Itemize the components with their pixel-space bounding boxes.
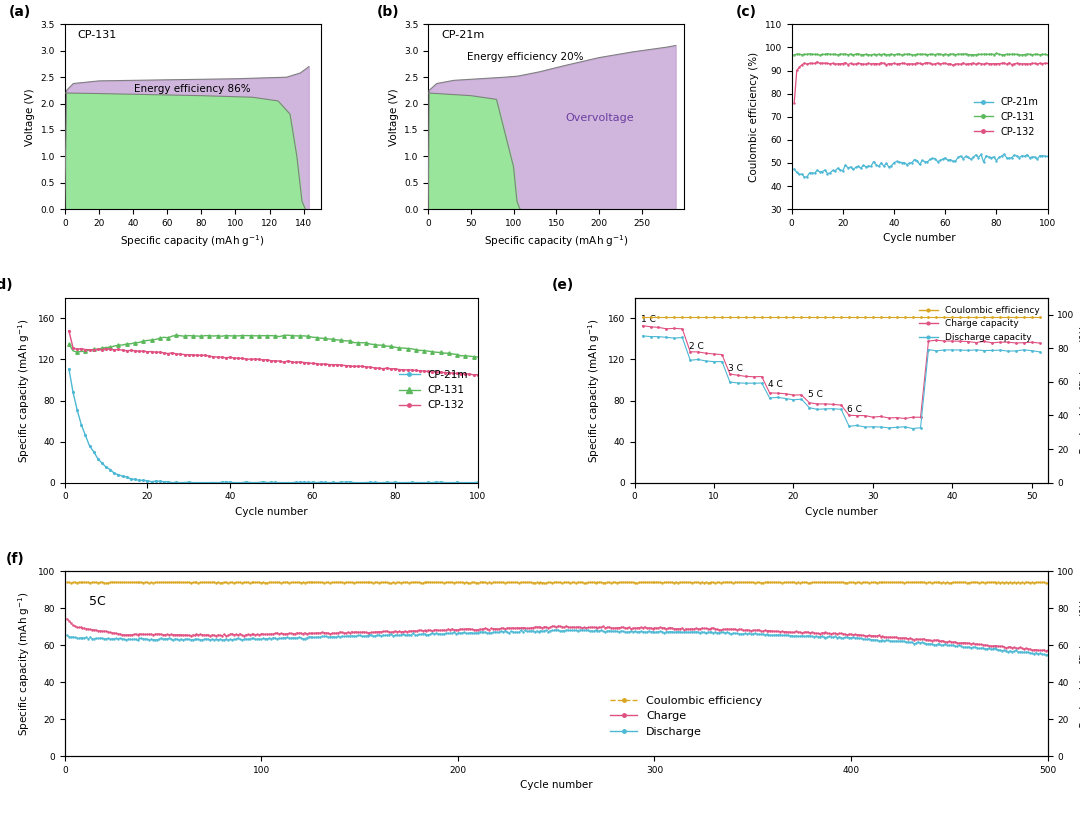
Legend: CP-21m, CP-131, CP-132: CP-21m, CP-131, CP-132 xyxy=(394,366,473,415)
Text: Overvoltage: Overvoltage xyxy=(566,113,634,123)
Text: (b): (b) xyxy=(377,5,400,19)
Text: 5 C: 5 C xyxy=(808,390,823,399)
Y-axis label: Specific capacity (mAh g$^{-1}$): Specific capacity (mAh g$^{-1}$) xyxy=(16,591,32,736)
X-axis label: Cycle number: Cycle number xyxy=(805,506,877,517)
Y-axis label: Coulombic efficiency (%): Coulombic efficiency (%) xyxy=(750,52,759,182)
X-axis label: Cycle number: Cycle number xyxy=(519,780,593,790)
Text: (a): (a) xyxy=(9,5,30,19)
Text: 3 C: 3 C xyxy=(728,363,743,373)
Text: 1 C: 1 C xyxy=(642,315,656,324)
Legend: Coulombic efficiency, Charge, Discharge: Coulombic efficiency, Charge, Discharge xyxy=(605,691,767,741)
Text: 4 C: 4 C xyxy=(768,380,783,389)
Text: Energy efficiency 20%: Energy efficiency 20% xyxy=(468,52,583,62)
X-axis label: Specific capacity (mAh g$^{-1}$): Specific capacity (mAh g$^{-1}$) xyxy=(120,233,265,250)
Text: Energy efficiency 86%: Energy efficiency 86% xyxy=(134,84,251,93)
Text: CP-21m: CP-21m xyxy=(441,30,484,40)
Text: (e): (e) xyxy=(552,278,575,293)
Text: 2 C: 2 C xyxy=(689,342,703,351)
Legend: Coulombic efficiency, Charge capacity, Discharge capacity: Coulombic efficiency, Charge capacity, D… xyxy=(916,302,1043,346)
X-axis label: Specific capacity (mAh g$^{-1}$): Specific capacity (mAh g$^{-1}$) xyxy=(484,233,629,250)
Y-axis label: Voltage (V): Voltage (V) xyxy=(25,88,36,146)
Text: 5C: 5C xyxy=(90,594,106,607)
Text: (c): (c) xyxy=(735,5,756,19)
X-axis label: Cycle number: Cycle number xyxy=(235,506,308,517)
Text: CP-131: CP-131 xyxy=(78,30,117,40)
Y-axis label: Specific capacity (mAh g$^{-1}$): Specific capacity (mAh g$^{-1}$) xyxy=(586,318,603,463)
Text: (d): (d) xyxy=(0,278,13,293)
X-axis label: Cycle number: Cycle number xyxy=(883,233,956,243)
Y-axis label: Specific capacity (mAh g$^{-1}$): Specific capacity (mAh g$^{-1}$) xyxy=(16,318,32,463)
Text: (f): (f) xyxy=(5,552,25,566)
Text: 6 C: 6 C xyxy=(848,405,862,414)
Y-axis label: Voltage (V): Voltage (V) xyxy=(389,88,399,146)
Legend: CP-21m, CP-131, CP-132: CP-21m, CP-131, CP-132 xyxy=(970,93,1042,141)
